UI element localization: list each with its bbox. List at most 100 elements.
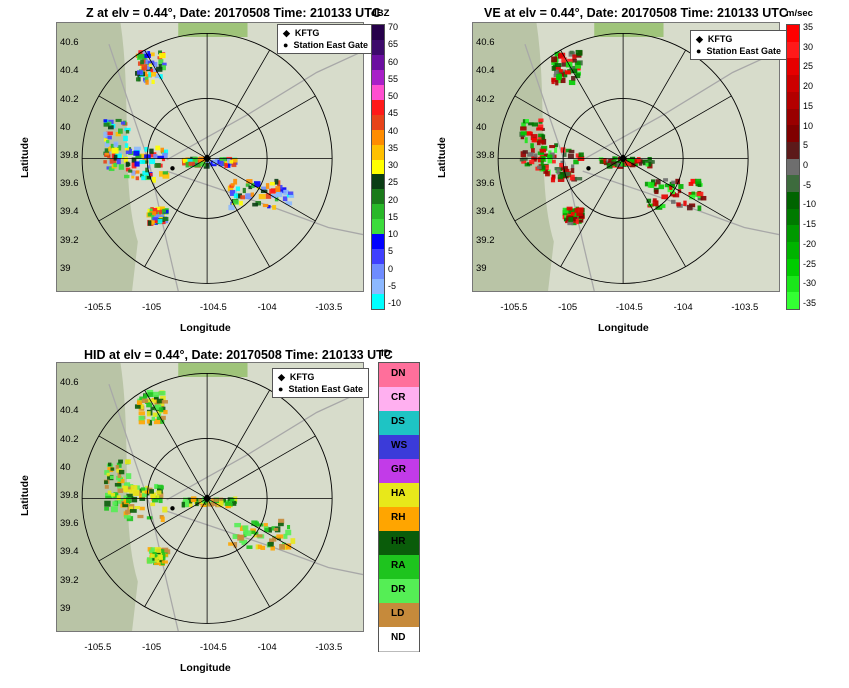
echo-pixel: [138, 53, 145, 59]
echo-pixel: [105, 492, 112, 496]
echo-pixel: [126, 473, 132, 480]
echo-pixel: [156, 416, 163, 420]
colorbar-tick-label: 10: [803, 120, 814, 131]
echo-pixel: [162, 172, 170, 179]
echo-pixel: [671, 183, 676, 188]
echo-pixel: [110, 506, 118, 513]
echo-pixel: [162, 552, 166, 559]
echo-pixel: [539, 148, 547, 153]
echo-pixel: [108, 145, 112, 152]
echo-pixel: [214, 498, 219, 502]
echo-pixel: [150, 554, 155, 558]
colorbar-tick-label: 35: [803, 22, 814, 32]
road-line: [166, 510, 363, 576]
echo-pixel: [191, 496, 197, 503]
echo-pixel: [162, 547, 169, 553]
echo-pixel: [148, 220, 155, 225]
echo-pixel: [108, 166, 115, 172]
echo-pixel: [233, 542, 238, 548]
echo-pixel: [520, 135, 525, 140]
echo-pixel: [123, 495, 128, 500]
echo-pixel: [137, 61, 142, 66]
panel-hid-ylabel: Latitude: [19, 475, 31, 516]
echo-pixel: [655, 205, 663, 210]
echo-pixel: [150, 406, 158, 411]
diamond-icon: ◆: [283, 27, 290, 38]
echo-pixel: [157, 155, 164, 159]
echo-pixel: [661, 194, 669, 200]
echo-pixel: [271, 526, 276, 531]
echo-pixel: [104, 141, 110, 148]
echo-pixel: [287, 201, 293, 206]
echo-pixel: [257, 544, 262, 550]
echo-pixel: [700, 195, 707, 201]
echo-pixel: [149, 211, 157, 216]
echo-pixel: [231, 500, 237, 506]
echo-pixel: [636, 157, 641, 163]
map-svg: [57, 363, 363, 631]
echo-pixel: [242, 525, 249, 530]
echo-pixel: [162, 62, 167, 66]
echo-pixel: [268, 527, 272, 533]
echo-pixel: [245, 183, 250, 187]
colorbar-tick-label: 5: [388, 246, 394, 257]
echo-pixel: [569, 50, 574, 55]
echo-pixel: [126, 162, 131, 166]
echo-pixel: [671, 180, 676, 185]
echo-pixel: [152, 391, 160, 398]
echo-pixel: [148, 63, 152, 67]
colorbar-segment: [372, 174, 384, 190]
echo-pixel: [157, 219, 163, 224]
echo-pixel: [272, 205, 277, 210]
dot-icon: ●: [278, 384, 284, 394]
azimuth-line: [206, 498, 270, 607]
echo-pixel: [634, 159, 640, 164]
colorbar-tick-label: 0: [803, 160, 809, 170]
x-tick-label: -104: [673, 302, 693, 313]
echo-pixel: [660, 204, 666, 209]
radar-marker: [202, 494, 212, 503]
echo-pixel: [533, 153, 538, 159]
echo-pixel: [551, 65, 556, 71]
echo-pixel: [133, 146, 141, 151]
echo-pixel: [161, 560, 168, 564]
echo-pixel: [575, 49, 583, 56]
echo-pixel: [219, 497, 224, 503]
echo-pixel: [263, 523, 268, 529]
echo-pixel: [275, 186, 281, 192]
echo-pixel: [251, 520, 258, 526]
echo-pixel: [103, 160, 107, 164]
hid-class-swatch: [379, 603, 419, 628]
mountain-terrain: [57, 363, 138, 631]
colorbar-tick-label: 60: [388, 56, 399, 67]
x-tick-label: -105: [558, 302, 578, 313]
echo-pixel: [159, 390, 166, 396]
echo-pixel: [133, 150, 140, 156]
hid-class-label: HA: [391, 488, 406, 499]
echo-pixel: [564, 70, 571, 75]
colorbar-segment: [372, 54, 384, 71]
echo-pixel: [233, 193, 239, 199]
echo-pixel: [683, 200, 687, 206]
road-line: [108, 383, 179, 631]
echo-pixel: [152, 492, 156, 499]
echo-pixel: [144, 76, 149, 82]
echo-pixel: [205, 500, 210, 507]
colorbar-segment: [787, 125, 799, 143]
colorbar-segment: [372, 129, 384, 146]
echo-pixel: [242, 187, 246, 194]
echo-pixel: [199, 500, 204, 504]
echo-pixel: [103, 122, 110, 127]
echo-pixel: [200, 161, 206, 167]
echo-pixel: [109, 475, 114, 480]
echo-pixel: [538, 118, 544, 123]
echo-pixel: [246, 179, 253, 184]
echo-pixel: [105, 135, 112, 140]
echo-pixel: [556, 73, 562, 80]
panel-hid-colorbar-label: ID: [381, 348, 391, 359]
echo-pixel: [145, 167, 149, 173]
echo-pixel: [182, 500, 190, 505]
azimuth-line: [206, 158, 270, 267]
echo-pixel: [285, 543, 292, 550]
echo-pixel: [260, 545, 266, 550]
